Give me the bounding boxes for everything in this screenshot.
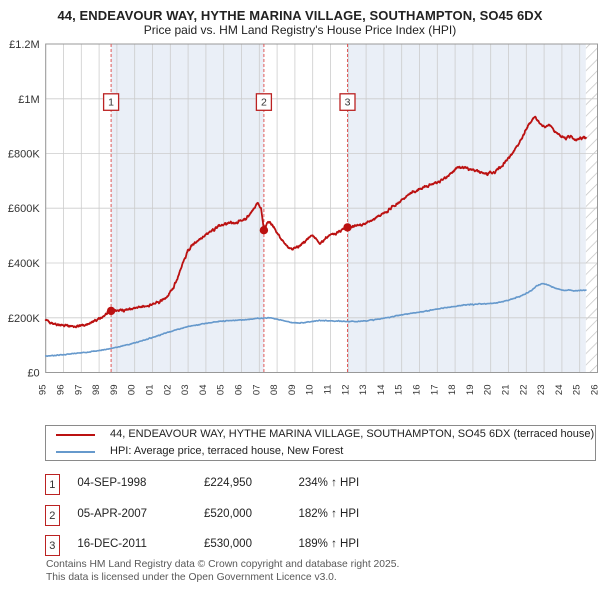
- svg-text:97: 97: [73, 385, 84, 396]
- svg-text:22: 22: [518, 385, 529, 396]
- svg-text:£200K: £200K: [8, 313, 40, 325]
- svg-text:19: 19: [465, 385, 476, 396]
- svg-text:18: 18: [447, 385, 458, 396]
- svg-text:04: 04: [198, 385, 209, 396]
- svg-text:99: 99: [109, 385, 120, 396]
- svg-text:96: 96: [56, 385, 67, 396]
- svg-text:1: 1: [108, 97, 114, 109]
- svg-text:21: 21: [501, 385, 512, 396]
- svg-text:£600K: £600K: [8, 203, 40, 215]
- svg-text:17: 17: [429, 385, 440, 396]
- svg-text:12: 12: [340, 385, 351, 396]
- svg-text:15: 15: [394, 385, 405, 396]
- svg-text:3: 3: [345, 97, 351, 109]
- svg-text:95: 95: [38, 385, 49, 396]
- svg-text:02: 02: [162, 385, 173, 396]
- svg-text:03: 03: [180, 385, 191, 396]
- svg-text:£0: £0: [27, 368, 39, 380]
- svg-text:£800K: £800K: [8, 149, 40, 161]
- svg-text:£1M: £1M: [18, 94, 39, 106]
- svg-text:26: 26: [590, 385, 600, 396]
- svg-text:08: 08: [269, 385, 280, 396]
- svg-text:16: 16: [412, 385, 423, 396]
- svg-text:00: 00: [127, 385, 138, 396]
- svg-text:05: 05: [216, 385, 227, 396]
- svg-text:06: 06: [234, 385, 245, 396]
- svg-text:01: 01: [145, 385, 156, 396]
- svg-text:2: 2: [261, 97, 267, 109]
- svg-text:07: 07: [251, 385, 262, 396]
- svg-text:09: 09: [287, 385, 298, 396]
- svg-text:14: 14: [376, 385, 387, 396]
- svg-text:24: 24: [554, 385, 565, 396]
- svg-text:£1.2M: £1.2M: [9, 39, 40, 51]
- svg-text:13: 13: [358, 385, 369, 396]
- svg-text:10: 10: [305, 385, 316, 396]
- svg-text:11: 11: [323, 385, 334, 395]
- svg-text:98: 98: [91, 385, 102, 396]
- svg-text:23: 23: [536, 385, 547, 396]
- svg-text:20: 20: [483, 385, 494, 396]
- svg-text:25: 25: [572, 385, 583, 396]
- svg-text:£400K: £400K: [8, 258, 40, 270]
